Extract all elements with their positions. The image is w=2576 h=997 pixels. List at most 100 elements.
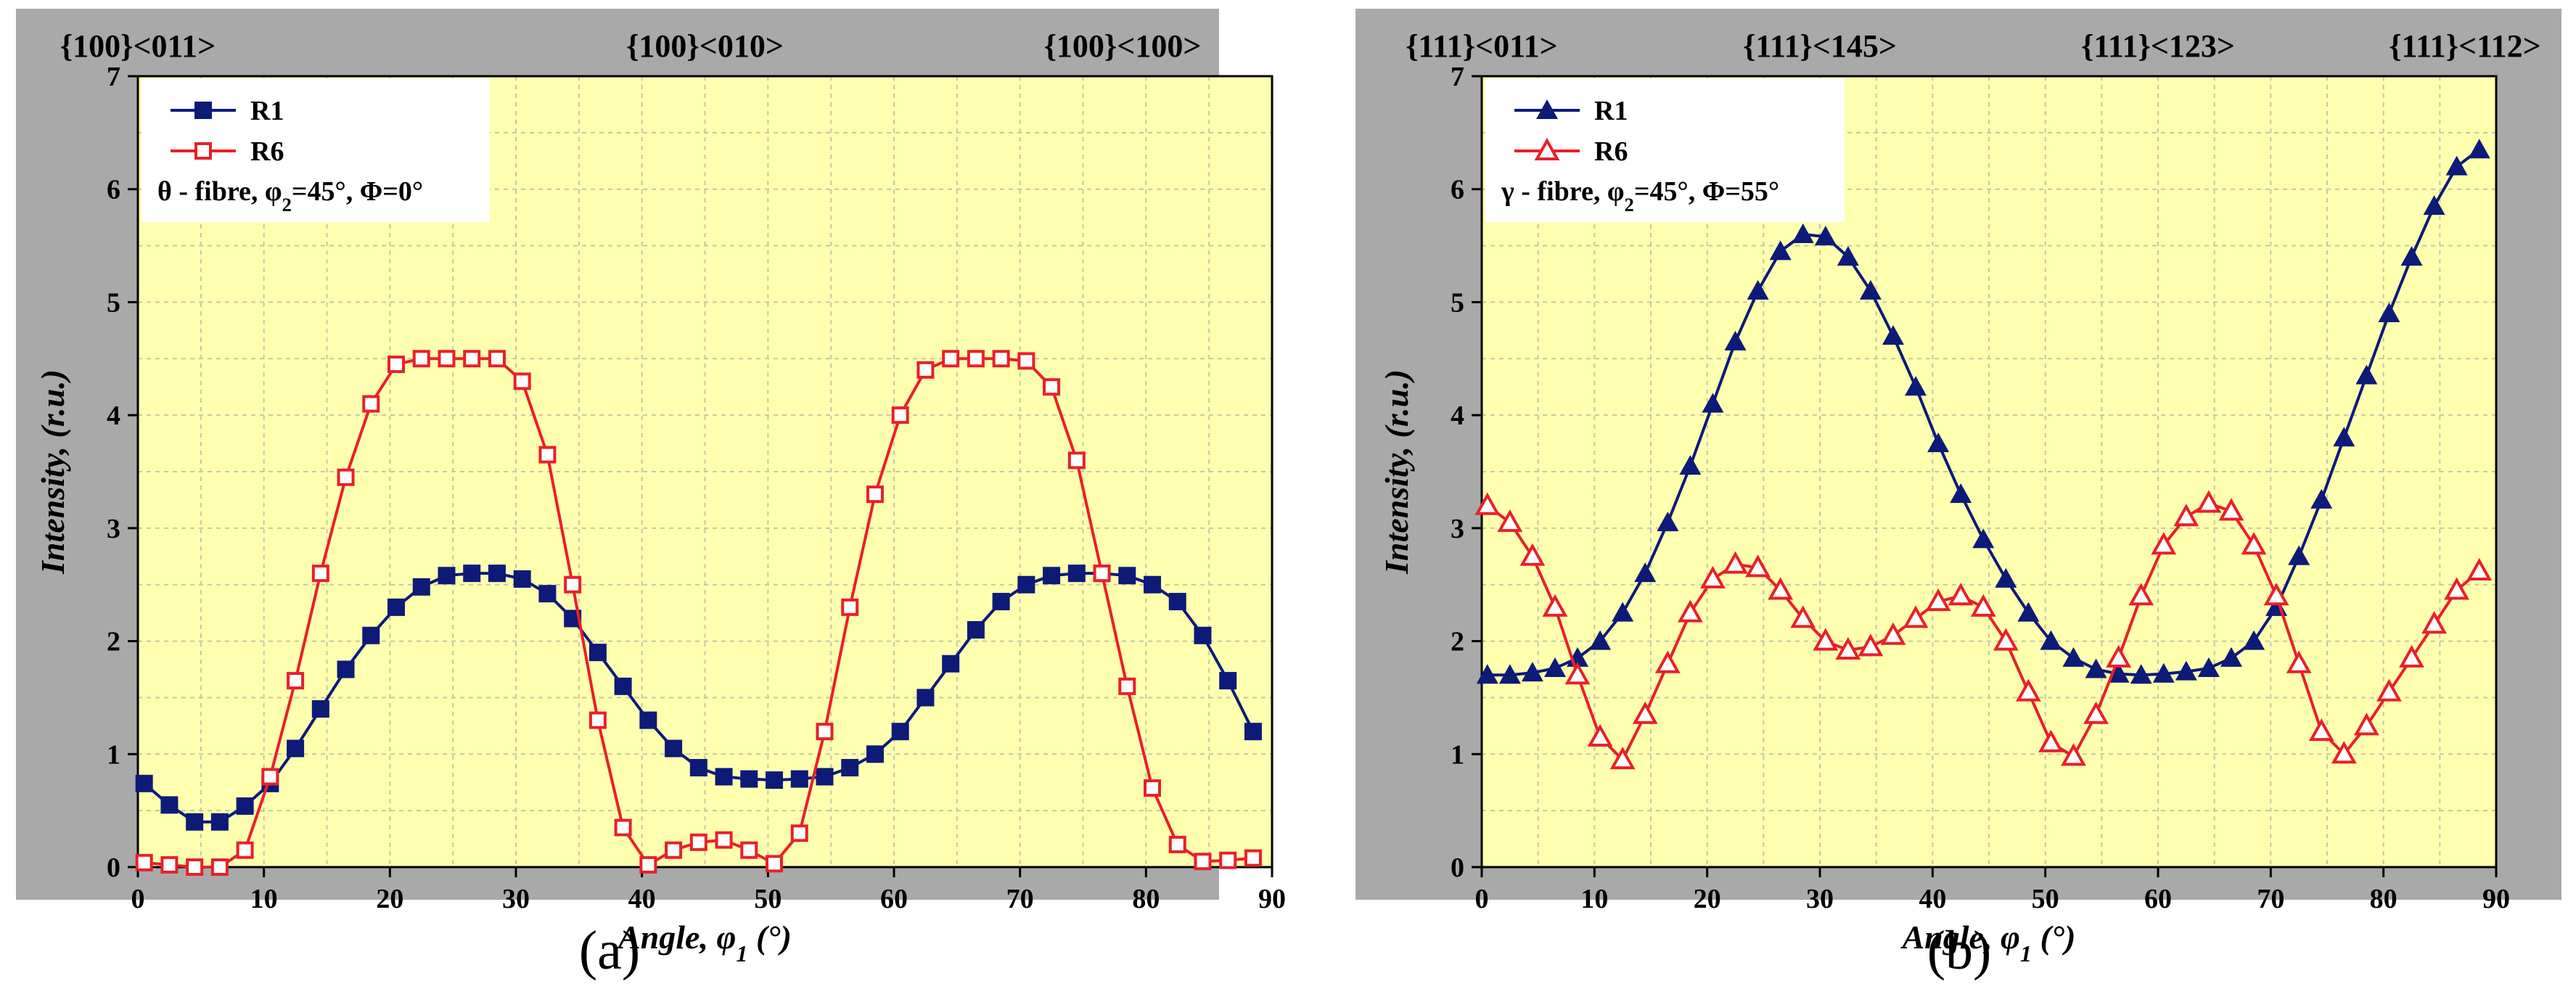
data-point [438, 567, 456, 585]
data-point [1612, 602, 1634, 622]
data-point [287, 672, 305, 690]
data-point [1995, 567, 2017, 588]
panel-label: (b) [1927, 920, 1992, 981]
data-point [513, 372, 531, 390]
legend-note-subscript: 2 [282, 194, 292, 216]
data-point [1043, 567, 1061, 585]
x-tick-label: 60 [880, 884, 908, 914]
x-tick-label: 80 [2370, 884, 2397, 914]
x-tick-label: 70 [2257, 884, 2284, 914]
data-point [992, 593, 1010, 611]
data-point [740, 770, 758, 788]
x-tick-label: 50 [2032, 884, 2059, 914]
data-point [916, 361, 935, 379]
x-tick-label: 80 [1132, 884, 1160, 914]
data-point [1609, 746, 1636, 770]
x-axis-title-subscript: 1 [2020, 940, 2032, 967]
data-point [1837, 246, 1859, 266]
data-point [2085, 658, 2107, 678]
data-point [1194, 853, 1212, 871]
data-point [210, 858, 229, 876]
data-point [1519, 543, 1546, 566]
legend-note-part: γ - fibre, φ [1501, 176, 1625, 207]
data-point [438, 350, 456, 368]
y-axis-title: Intensity, (r.u.) [34, 369, 71, 575]
orientation-label: {100}<100> [1044, 28, 1202, 64]
data-point [564, 575, 582, 594]
x-tick-label: 10 [250, 884, 278, 914]
data-point [1067, 565, 1086, 583]
data-point [2107, 662, 2130, 683]
data-point [2310, 488, 2333, 509]
data-point [2038, 729, 2064, 752]
x-tick-label: 40 [1919, 884, 1946, 914]
x-axis-title-part: (°) [747, 919, 792, 956]
y-tick-label: 0 [107, 853, 120, 883]
data-point [1498, 664, 1521, 684]
data-point [639, 856, 657, 874]
data-point [2196, 490, 2222, 513]
data-point [1814, 226, 1837, 246]
data-point [2106, 644, 2132, 668]
data-point [311, 565, 329, 583]
series-r6 [1474, 490, 2493, 770]
data-point [639, 711, 657, 729]
data-point [967, 350, 985, 368]
data-point [513, 570, 531, 588]
y-tick-label: 1 [1451, 739, 1464, 770]
data-point [1950, 483, 1972, 504]
y-axis-title: Intensity, (r.u.) [1378, 369, 1415, 575]
orientation-label: {111}<145> [1743, 28, 1897, 64]
data-point [1118, 677, 1136, 695]
data-point [816, 768, 834, 786]
legend: R1 R6 θ - fibre, φ2=45°, Φ=0° [141, 78, 490, 222]
data-point [841, 598, 859, 616]
data-point [362, 626, 380, 644]
x-axis-title-part: Angle, φ [1900, 919, 2019, 956]
data-point [160, 856, 179, 874]
y-tick-label: 4 [107, 401, 120, 431]
data-point [1654, 650, 1681, 673]
data-point [1970, 594, 1996, 617]
data-point [689, 833, 707, 851]
data-point [2197, 657, 2220, 677]
data-point [2263, 583, 2289, 606]
data-point [1534, 137, 1560, 160]
data-point [261, 768, 279, 786]
data-point [1476, 664, 1498, 684]
data-point [891, 406, 909, 424]
orientation-label: {100}<011> [60, 28, 216, 64]
data-point [1244, 723, 1262, 741]
data-point [689, 758, 707, 776]
data-point [2083, 701, 2109, 724]
data-point [2241, 532, 2267, 555]
data-point [2151, 532, 2177, 555]
data-point [1194, 626, 1212, 644]
data-point [194, 102, 212, 119]
series-r1 [135, 565, 1262, 831]
orientation-label: {111}<112> [2389, 28, 2541, 64]
x-axis-title: Angle, φ1 (°) [1900, 919, 2075, 967]
data-point [1769, 240, 1792, 260]
data-point [1564, 662, 1591, 685]
data-point [1474, 492, 1501, 515]
data-point [715, 831, 733, 849]
data-point [2466, 557, 2493, 581]
data-point [790, 824, 808, 842]
data-point [766, 855, 784, 873]
data-point [412, 350, 430, 368]
x-tick-label: 0 [131, 884, 145, 914]
data-point [1657, 512, 1679, 532]
data-point [942, 350, 960, 368]
y-tick-label: 1 [107, 739, 120, 770]
series-r6 [135, 350, 1262, 876]
data-point [1700, 565, 1726, 588]
y-tick-label: 5 [107, 287, 120, 318]
y-tick-label: 7 [1451, 62, 1464, 92]
data-point [2015, 678, 2041, 702]
data-point [2445, 155, 2468, 176]
data-point [1927, 432, 1950, 453]
data-point [916, 689, 935, 707]
